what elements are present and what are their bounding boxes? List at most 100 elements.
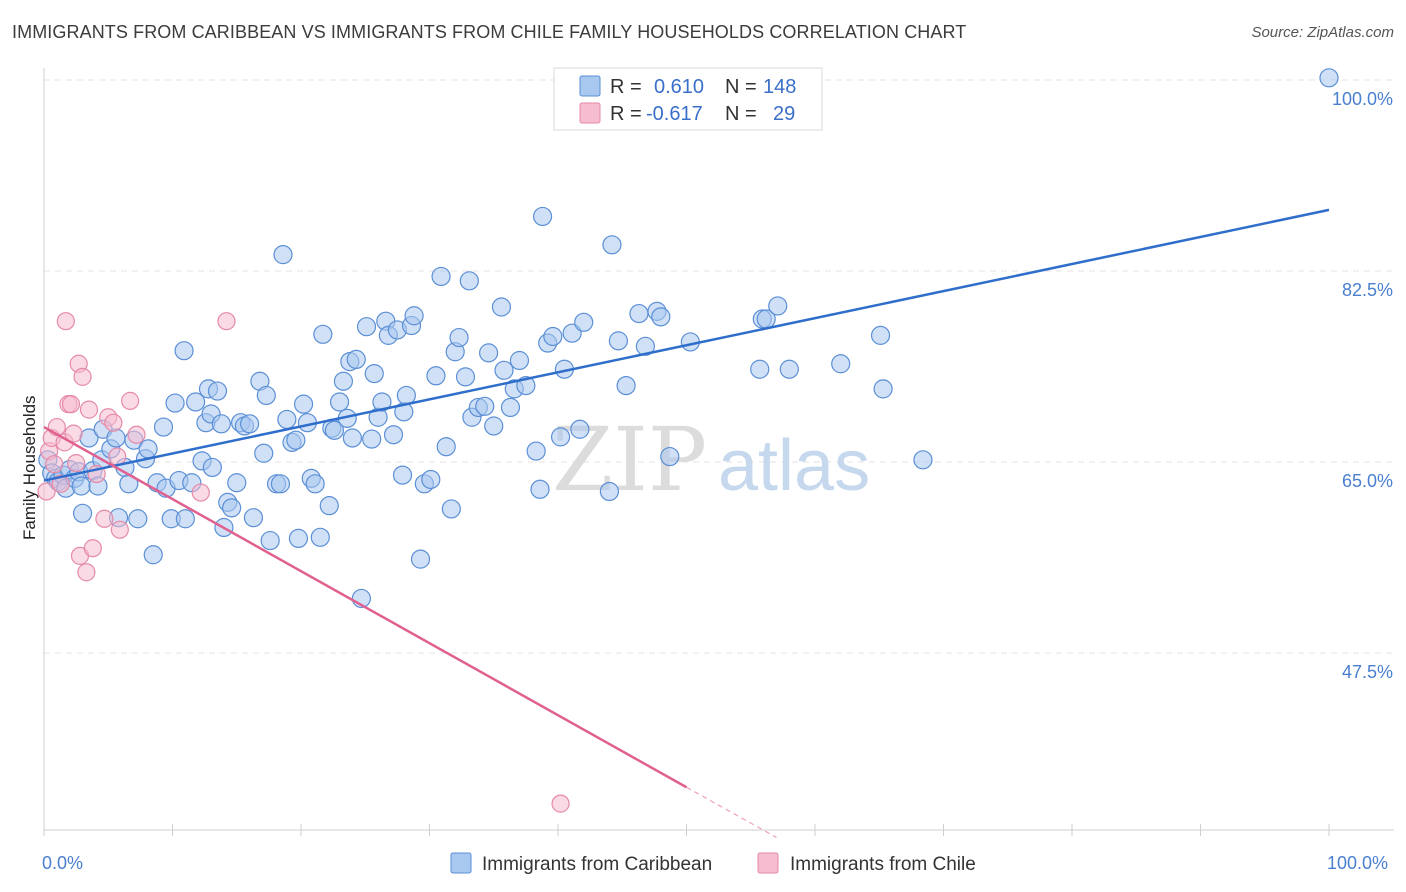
point-caribbean-78 bbox=[356, 317, 377, 337]
point-chile-13 bbox=[73, 367, 92, 386]
point-caribbean-94 bbox=[421, 469, 441, 490]
point-caribbean-66 bbox=[310, 527, 330, 547]
point-chile-0 bbox=[37, 482, 56, 501]
chart-title: IMMIGRANTS FROM CARIBBEAN VS IMMIGRANTS … bbox=[12, 22, 967, 42]
point-caribbean-125 bbox=[608, 331, 628, 351]
point-caribbean-138 bbox=[779, 359, 799, 379]
x-tick-label-max: 100.0% bbox=[1327, 853, 1388, 873]
x-tick-label-min: 0.0% bbox=[42, 853, 83, 873]
chart-source: Source: ZipAtlas.com bbox=[1251, 24, 1394, 41]
y-tick-label-0: 47.5% bbox=[1342, 662, 1393, 682]
point-caribbean-22 bbox=[128, 509, 148, 529]
legend-r-label-chile: R = bbox=[610, 103, 642, 125]
point-chile-26 bbox=[191, 483, 210, 502]
point-caribbean-41 bbox=[207, 381, 228, 401]
bottom-legend: Immigrants from Caribbean Immigrants fro… bbox=[450, 852, 976, 875]
point-caribbean-54 bbox=[260, 530, 280, 551]
point-caribbean-143 bbox=[1319, 68, 1339, 88]
legend-r-value-chile: -0.617 bbox=[646, 103, 703, 125]
watermark: ZIP atlas bbox=[552, 408, 870, 511]
point-caribbean-50 bbox=[243, 508, 264, 528]
point-chile-20 bbox=[104, 413, 123, 432]
point-caribbean-40 bbox=[202, 457, 222, 478]
point-caribbean-126 bbox=[602, 235, 622, 255]
point-caribbean-116 bbox=[532, 206, 553, 227]
point-caribbean-91 bbox=[404, 306, 424, 326]
legend-swatch-chile bbox=[579, 102, 601, 124]
point-chile-21 bbox=[108, 447, 127, 466]
legend-r-label-caribbean: R = bbox=[610, 76, 642, 98]
point-caribbean-114 bbox=[526, 441, 546, 461]
y-tick-label-1: 65.0% bbox=[1342, 471, 1393, 491]
point-caribbean-42 bbox=[211, 414, 231, 434]
point-caribbean-87 bbox=[392, 465, 413, 485]
point-caribbean-92 bbox=[410, 549, 431, 569]
point-caribbean-110 bbox=[500, 397, 521, 418]
point-caribbean-9 bbox=[71, 476, 91, 496]
trend-line-chile bbox=[43, 425, 688, 789]
point-caribbean-25 bbox=[143, 545, 163, 565]
point-caribbean-97 bbox=[436, 437, 456, 457]
point-caribbean-17 bbox=[106, 428, 126, 448]
point-chile-25 bbox=[56, 312, 75, 331]
point-chile-27 bbox=[217, 312, 236, 331]
legend-r-value-caribbean: 0.610 bbox=[654, 76, 704, 98]
trend-line-chile-extension bbox=[686, 786, 777, 838]
point-caribbean-62 bbox=[293, 394, 314, 414]
legend-n-value-chile: 29 bbox=[773, 103, 795, 125]
point-caribbean-142 bbox=[913, 450, 933, 470]
point-chile-24 bbox=[127, 425, 146, 444]
point-caribbean-140 bbox=[870, 325, 891, 345]
point-chile-22 bbox=[110, 520, 129, 539]
y-tick-label-3: 100.0% bbox=[1332, 89, 1393, 109]
x-tick-marks bbox=[43, 824, 1330, 836]
y-tick-labels: 47.5% 65.0% 82.5% 100.0% bbox=[1332, 89, 1393, 682]
point-caribbean-58 bbox=[277, 409, 297, 430]
point-caribbean-131 bbox=[651, 307, 671, 327]
point-caribbean-35 bbox=[186, 392, 206, 412]
point-caribbean-137 bbox=[768, 296, 788, 316]
point-caribbean-61 bbox=[288, 528, 309, 549]
point-caribbean-10 bbox=[72, 503, 93, 523]
point-caribbean-119 bbox=[550, 427, 571, 447]
point-chile-16 bbox=[83, 539, 102, 558]
legend: R = 0.610 N = 148 R = -0.617 N = 29 bbox=[553, 67, 823, 131]
point-caribbean-107 bbox=[484, 416, 504, 436]
point-caribbean-102 bbox=[459, 271, 479, 291]
point-caribbean-129 bbox=[635, 336, 655, 356]
trend-lines bbox=[43, 208, 1330, 838]
y-tick-label-2: 82.5% bbox=[1342, 280, 1393, 300]
point-caribbean-96 bbox=[431, 266, 451, 287]
point-caribbean-53 bbox=[256, 385, 276, 406]
point-caribbean-124 bbox=[599, 481, 620, 502]
bottom-legend-label-caribbean: Immigrants from Caribbean bbox=[482, 854, 712, 875]
point-caribbean-71 bbox=[329, 392, 350, 412]
point-caribbean-60 bbox=[286, 430, 306, 450]
point-caribbean-118 bbox=[543, 326, 563, 347]
point-caribbean-75 bbox=[342, 428, 362, 448]
watermark-atlas: atlas bbox=[718, 426, 870, 506]
point-caribbean-141 bbox=[873, 379, 893, 399]
point-caribbean-76 bbox=[346, 349, 366, 370]
point-chile-5 bbox=[51, 474, 70, 493]
legend-swatch-caribbean bbox=[579, 75, 601, 97]
series-caribbean bbox=[38, 68, 1339, 609]
point-caribbean-30 bbox=[165, 393, 185, 413]
point-caribbean-68 bbox=[319, 496, 339, 516]
legend-n-label-chile: N = bbox=[725, 103, 757, 125]
bottom-legend-swatch-caribbean bbox=[450, 852, 472, 874]
point-caribbean-100 bbox=[449, 327, 469, 348]
point-caribbean-27 bbox=[153, 417, 174, 437]
point-caribbean-33 bbox=[175, 509, 195, 529]
y-axis-label: Family Households bbox=[20, 395, 39, 540]
point-chile-9 bbox=[64, 424, 83, 443]
point-caribbean-52 bbox=[254, 443, 274, 463]
point-caribbean-123 bbox=[574, 312, 594, 332]
point-chile-3 bbox=[45, 455, 64, 474]
bottom-legend-label-chile: Immigrants from Chile bbox=[790, 854, 976, 875]
legend-n-value-caribbean: 148 bbox=[763, 76, 796, 98]
point-caribbean-70 bbox=[324, 420, 345, 440]
point-caribbean-45 bbox=[222, 498, 242, 518]
point-caribbean-122 bbox=[570, 419, 590, 439]
